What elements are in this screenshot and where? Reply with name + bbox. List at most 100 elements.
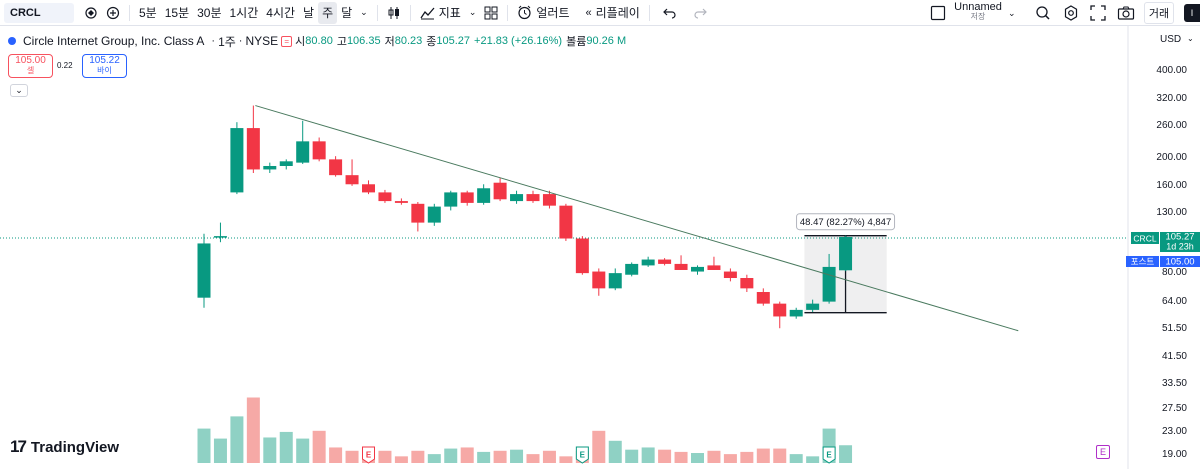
legend-collapse-chevron-icon[interactable]: ⌄ xyxy=(10,84,28,97)
layout-name-button[interactable]: Unnamed 저장 xyxy=(954,2,1002,22)
volume-bar xyxy=(691,453,704,463)
buy-price: 105.22 xyxy=(89,55,120,66)
measure-label: 48.47 (82.27%) 4,847 xyxy=(800,217,891,228)
earnings-marker[interactable]: E xyxy=(822,446,836,464)
candle-body xyxy=(378,192,392,202)
earnings-marker[interactable]: E xyxy=(362,446,375,464)
indicators-button[interactable]: 지표 xyxy=(416,2,465,24)
countdown-tag-bg xyxy=(1160,242,1200,252)
trade-button[interactable]: 거래 xyxy=(1144,2,1174,24)
volume-bar xyxy=(394,456,408,463)
undo-icon[interactable] xyxy=(659,2,681,24)
interval-4h[interactable]: 4시간 xyxy=(266,6,296,20)
candle-body xyxy=(213,236,227,238)
measure-label-box xyxy=(796,213,896,231)
volume-bar xyxy=(427,454,441,463)
price-axis-label: 80.00 xyxy=(1162,267,1187,278)
layout-status: 저장 xyxy=(970,12,986,21)
events-calendar-icon[interactable]: E xyxy=(1096,445,1110,459)
interval-menu-chevron-icon[interactable]: ⌄ xyxy=(360,7,368,17)
interval-15m[interactable]: 15분 xyxy=(164,6,190,20)
volume-bar xyxy=(246,397,260,463)
volume-bar xyxy=(510,449,524,463)
sell-price: 105.00 xyxy=(15,55,46,66)
candle-body xyxy=(658,259,672,264)
currency-chevron-icon[interactable]: ⌄ xyxy=(1187,34,1194,43)
earnings-marker[interactable]: E xyxy=(575,446,589,464)
add-symbol-icon[interactable] xyxy=(102,2,124,24)
candle-body xyxy=(542,194,556,206)
templates-grid-icon[interactable] xyxy=(480,2,502,24)
candle-body xyxy=(839,236,853,271)
buy-button[interactable]: 105.22 바이 xyxy=(82,54,127,78)
replay-button[interactable]: « 리플레이 xyxy=(581,2,643,24)
data-flag-icon[interactable]: = xyxy=(281,35,293,47)
buy-label: 바이 xyxy=(97,66,112,75)
candle-body xyxy=(279,161,293,166)
post-price-tag: 105.00 xyxy=(1165,257,1194,268)
post-market-tag: 포스트 xyxy=(1131,257,1155,267)
volume-bar xyxy=(345,450,359,463)
price-axis-label: 23.00 xyxy=(1162,426,1187,437)
trendline[interactable] xyxy=(255,105,1019,332)
earnings-marker-letter: E xyxy=(826,451,832,460)
alert-label: 얼러트 xyxy=(536,6,570,20)
trendline-segment[interactable] xyxy=(255,105,1019,332)
interval-1h[interactable]: 1시간 xyxy=(229,6,259,20)
layout-chevron-icon[interactable]: ⌄ xyxy=(1008,7,1016,18)
fullscreen-icon[interactable] xyxy=(1086,2,1110,24)
price-axis-label: 33.50 xyxy=(1162,378,1187,389)
symbol-price-tag: CRCL xyxy=(1133,234,1156,244)
indicators-chevron-icon[interactable]: ⌄ xyxy=(468,7,477,17)
price-axis-label: 41.50 xyxy=(1162,351,1187,362)
interval-5m[interactable]: 5분 xyxy=(139,6,157,20)
alert-button[interactable]: 얼러트 xyxy=(513,2,573,24)
candle-layer xyxy=(197,105,853,329)
volume-bar xyxy=(559,456,573,463)
candle-body xyxy=(345,175,359,185)
price-axis[interactable]: 400.00 320.00 260.00 200.00 160.00 130.00 80.0… xyxy=(1126,65,1200,460)
earnings-marker-shape xyxy=(575,446,589,464)
alert-clock-icon xyxy=(518,5,531,20)
volume-bar xyxy=(460,447,474,463)
volume-bar xyxy=(592,430,606,463)
candle-body xyxy=(362,184,375,193)
price-axis-label: 160.00 xyxy=(1156,180,1187,191)
candle-body xyxy=(230,128,244,193)
candle-body xyxy=(723,271,737,279)
volume-bar xyxy=(608,440,622,463)
interval-week[interactable]: 주 xyxy=(318,1,338,24)
volume-bar xyxy=(625,449,639,463)
settings-gear-icon[interactable] xyxy=(1059,2,1083,24)
post-market-tag-bg xyxy=(1126,256,1159,267)
layout-checkbox-icon[interactable] xyxy=(926,2,950,24)
candle-body xyxy=(444,192,458,207)
snapshot-camera-icon[interactable] xyxy=(1113,2,1139,24)
currency-selector[interactable]: USD xyxy=(1160,34,1182,45)
volume-bar xyxy=(740,451,754,463)
volume-bar xyxy=(674,451,688,463)
volume-bar xyxy=(477,451,491,463)
interval-30m[interactable]: 30분 xyxy=(197,6,222,20)
sell-label: 셀 xyxy=(26,66,35,75)
high-label: 고 xyxy=(336,36,347,48)
tradingview-logo[interactable]: 17 TradingView xyxy=(10,437,119,457)
interval-day[interactable]: 날 xyxy=(303,6,315,20)
indicators-label: 지표 xyxy=(438,6,461,20)
user-avatar[interactable]: I xyxy=(1184,4,1200,22)
candle-style-icon[interactable] xyxy=(383,2,405,24)
earnings-marker-shape xyxy=(362,446,375,464)
volume-bar xyxy=(213,438,227,463)
sell-button[interactable]: 105.00 셀 xyxy=(8,54,53,78)
trade-label: 거래 xyxy=(1148,8,1170,20)
compare-icon[interactable] xyxy=(80,2,102,24)
avatar-initial: I xyxy=(1190,8,1194,18)
interval-month[interactable]: 달 xyxy=(341,6,353,20)
symbol-search[interactable]: CRCL xyxy=(4,2,74,23)
redo-icon[interactable] xyxy=(689,2,711,24)
quick-search-icon[interactable] xyxy=(1031,2,1055,24)
candle-body xyxy=(312,141,326,160)
